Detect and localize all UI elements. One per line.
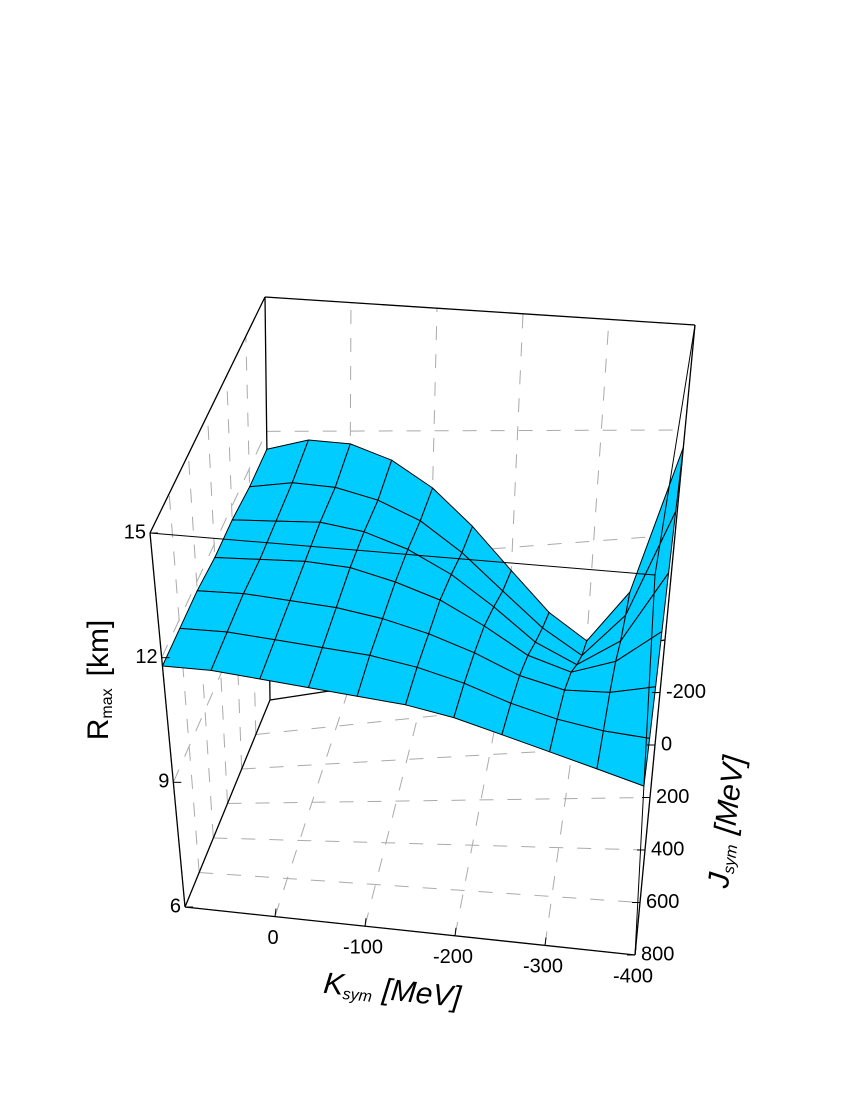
box	[149, 324, 696, 956]
box-edge	[184, 699, 271, 908]
x-title-sub: sym	[342, 986, 373, 1006]
box-edge	[149, 296, 266, 534]
tick-mark	[274, 908, 277, 917]
z-tick-label: 12	[135, 646, 157, 668]
box-edge	[654, 324, 696, 576]
z-title-sub: max	[99, 688, 116, 718]
box-edge	[634, 574, 656, 956]
z-tick-label: 15	[124, 521, 146, 543]
z-axis-title: Rmax [km]	[82, 620, 116, 741]
grid-line	[266, 429, 686, 432]
box-edge	[184, 906, 636, 956]
tick-mark	[634, 946, 637, 956]
grid-line	[213, 837, 646, 851]
y-tick-label: -200	[666, 681, 706, 703]
y-tick-label: 400	[651, 838, 684, 860]
y-tick-label: 0	[661, 733, 672, 755]
z-tick-label: 9	[158, 771, 169, 793]
box-edge	[149, 532, 656, 576]
y-tick-label: 200	[656, 786, 689, 808]
y-tick-label: 800	[641, 943, 674, 965]
surface	[161, 439, 684, 787]
x-tick-label: -100	[343, 936, 383, 958]
x-title-unit: [MeV]	[380, 973, 463, 1014]
x-tick-label: -300	[523, 956, 563, 978]
x-tick-label: 0	[267, 927, 278, 949]
x-axis-title: Ksym [MeV]	[322, 967, 463, 1016]
tick-mark	[544, 937, 547, 946]
tick-mark	[454, 927, 457, 936]
y-title-sub: sym	[721, 844, 741, 875]
grid-line	[161, 431, 268, 658]
box-edge	[149, 532, 186, 908]
z-title-unit: [km]	[82, 620, 115, 677]
grid-line	[585, 319, 610, 653]
z-tick-label: 6	[170, 895, 181, 917]
tick-mark	[364, 918, 367, 927]
surface-cell	[596, 730, 651, 787]
x-tick-label: -200	[433, 946, 473, 968]
y-title-unit: [MeV]	[708, 753, 751, 836]
y-axis-title: Jsym [MeV]	[702, 753, 752, 891]
grid-line	[227, 797, 651, 804]
y-tick-label: 600	[646, 891, 679, 913]
labels: 6 9 12 15 0 -100 -200 -300 -400 -200 0 200 400 600 800	[124, 521, 706, 987]
x-tick-label: -400	[613, 965, 653, 987]
grid-line	[168, 493, 200, 873]
grid-line	[199, 872, 641, 903]
box-edge	[264, 296, 696, 326]
y-title-main: J	[702, 870, 737, 891]
z-title-main: R	[82, 719, 115, 741]
box-edge	[664, 324, 696, 641]
grid-line	[207, 414, 228, 804]
grid-line	[187, 454, 214, 839]
